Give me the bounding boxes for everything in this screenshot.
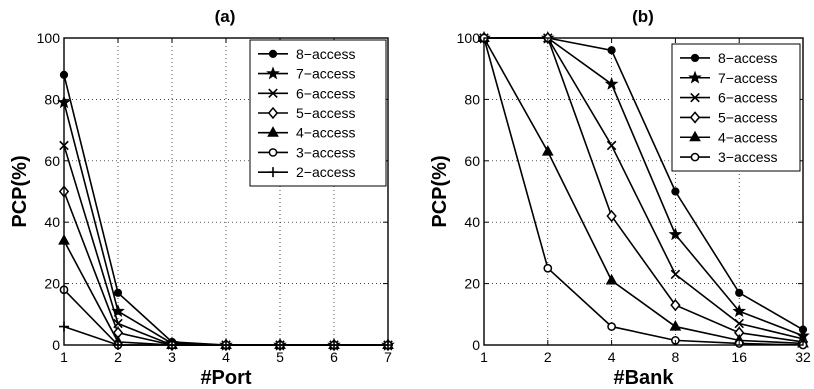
y-tick-label: 40 (464, 214, 480, 230)
data-point (604, 76, 619, 90)
legend-item: 7−access (680, 70, 778, 86)
y-tick-label: 20 (44, 276, 60, 292)
legend-item: 6−access (258, 85, 356, 101)
legend-marker-x (690, 92, 700, 103)
data-point (605, 274, 618, 285)
y-tick-label: 40 (44, 214, 60, 230)
legend-item: 4−access (680, 129, 778, 145)
chart-title: (b) (632, 7, 654, 26)
data-point (606, 209, 617, 223)
y-tick-label: 0 (52, 337, 60, 353)
legend-label: 6−access (718, 90, 778, 106)
x-tick-label: 32 (795, 349, 811, 365)
x-axis-label: #Port (200, 367, 251, 389)
legend-label: 7−access (296, 66, 356, 82)
x-tick-label: 7 (384, 349, 392, 365)
legend-item: 7−access (258, 66, 356, 82)
legend-marker-circle (690, 53, 700, 63)
data-point (543, 263, 553, 273)
y-tick-label: 60 (464, 153, 480, 169)
legend-item: 8−access (680, 50, 778, 66)
legend-marker-diamond (689, 111, 701, 124)
legend-label: 6−access (296, 85, 356, 101)
legend-label: 5−access (718, 109, 778, 125)
legend-item: 8−access (258, 46, 356, 62)
legend-label: 2−access (296, 164, 356, 180)
data-point (735, 288, 744, 297)
x-tick-label: 4 (608, 349, 616, 365)
legend-marker-triangle (689, 130, 701, 142)
data-point (734, 318, 744, 329)
y-tick-label: 80 (464, 91, 480, 107)
data-point (668, 227, 683, 241)
legend-label: 5−access (296, 105, 356, 121)
x-tick-label: 1 (480, 349, 488, 365)
y-tick-label: 60 (44, 153, 60, 169)
legend-item: 5−access (258, 105, 356, 121)
x-tick-label: 5 (276, 349, 284, 365)
y-tick-label: 80 (44, 91, 60, 107)
y-tick-label: 100 (457, 30, 481, 46)
y-tick-label: 20 (464, 276, 480, 292)
data-point (607, 46, 616, 55)
x-tick-label: 6 (330, 349, 338, 365)
data-point (732, 304, 747, 318)
x-tick-label: 2 (544, 349, 552, 365)
legend-marker-star (266, 66, 280, 80)
x-tick-label: 3 (168, 349, 176, 365)
data-point (607, 322, 616, 331)
y-tick-label: 100 (37, 30, 61, 46)
legend-marker-circle (268, 49, 278, 58)
legend-box (671, 43, 801, 172)
legend: 8−access 7−access 6−access 5−access 4−access… (249, 39, 387, 187)
legend-item: 4−access (258, 125, 356, 141)
y-axis-label: PCP(%) (9, 155, 31, 227)
legend-marker-circle-open (268, 148, 278, 157)
legend-label: 8−access (296, 46, 356, 62)
x-tick-label: 8 (672, 349, 680, 365)
axes-frame (483, 37, 804, 346)
chart-title: (a) (215, 7, 236, 26)
legend-item: 3−access (258, 144, 356, 160)
ticks: 0 20 40 60 80 100 1 2 3 4 5 6 7 (37, 30, 392, 365)
data-point (671, 187, 680, 196)
legend-marker-circle-open (690, 152, 700, 162)
series-line (483, 37, 804, 346)
y-tick-label: 0 (472, 337, 480, 353)
series-line (483, 37, 804, 345)
legend-label: 3−access (718, 149, 778, 165)
legend-marker-star (688, 70, 702, 84)
chart-panel-a: 0 20 40 60 80 100 1 2 3 4 5 6 7 (a) #Port PCP(%) 8−acces… (9, 7, 395, 389)
legend-marker-plus (268, 167, 278, 178)
legend-label: 8−access (718, 50, 778, 66)
legend-item: 5−access (680, 109, 778, 125)
data-point (541, 145, 554, 156)
legend-item: 3−access (680, 149, 778, 165)
x-tick-label: 4 (222, 349, 230, 365)
x-tick-label: 16 (731, 349, 747, 365)
data-point (670, 269, 681, 280)
x-axis-label: #Bank (613, 367, 674, 389)
legend: 8−access 7−access 6−access 5−access 4−access… (671, 43, 801, 172)
data-point (113, 288, 123, 297)
data-point (669, 320, 682, 331)
legend-marker-triangle (267, 126, 279, 137)
ticks: 0 20 40 60 80 100 1 2 4 8 16 32 (457, 30, 811, 365)
x-tick-label: 1 (60, 349, 68, 365)
legend-label: 4−access (296, 125, 356, 141)
x-tick-label: 2 (114, 349, 122, 365)
data-point (606, 140, 617, 151)
chart-panel-b: 0 20 40 60 80 100 1 2 4 8 16 32 (b) #Bank PCP(%) 8−acce… (429, 7, 811, 389)
legend-item: 2−access (258, 164, 356, 180)
data-point (670, 298, 681, 312)
legend-marker-x (268, 88, 278, 99)
legend-label: 7−access (718, 70, 778, 86)
legend-label: 4−access (718, 129, 778, 145)
legend-label: 3−access (296, 144, 356, 160)
legend-marker-diamond (267, 106, 279, 120)
y-axis-label: PCP(%) (429, 155, 451, 227)
legend-item: 6−access (680, 90, 778, 106)
